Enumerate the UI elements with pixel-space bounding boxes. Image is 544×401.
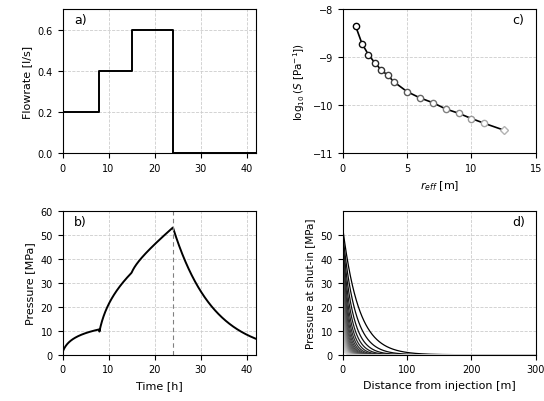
Y-axis label: $\log_{10}(S\ [\mathrm{Pa}^{-1}])$: $\log_{10}(S\ [\mathrm{Pa}^{-1}])$ <box>291 43 307 121</box>
Y-axis label: Pressure [MPa]: Pressure [MPa] <box>25 242 35 324</box>
X-axis label: $r_{eff}\ \mathrm{[m]}$: $r_{eff}\ \mathrm{[m]}$ <box>419 179 459 193</box>
X-axis label: Distance from injection [m]: Distance from injection [m] <box>363 380 516 390</box>
Text: a): a) <box>74 14 87 27</box>
Text: b): b) <box>74 215 87 229</box>
Y-axis label: Pressure at shut-in [MPa]: Pressure at shut-in [MPa] <box>305 218 315 348</box>
Y-axis label: Flowrate [l/s]: Flowrate [l/s] <box>22 45 32 118</box>
X-axis label: Time [h]: Time [h] <box>136 380 183 390</box>
Text: d): d) <box>512 215 526 229</box>
Text: c): c) <box>512 14 524 27</box>
